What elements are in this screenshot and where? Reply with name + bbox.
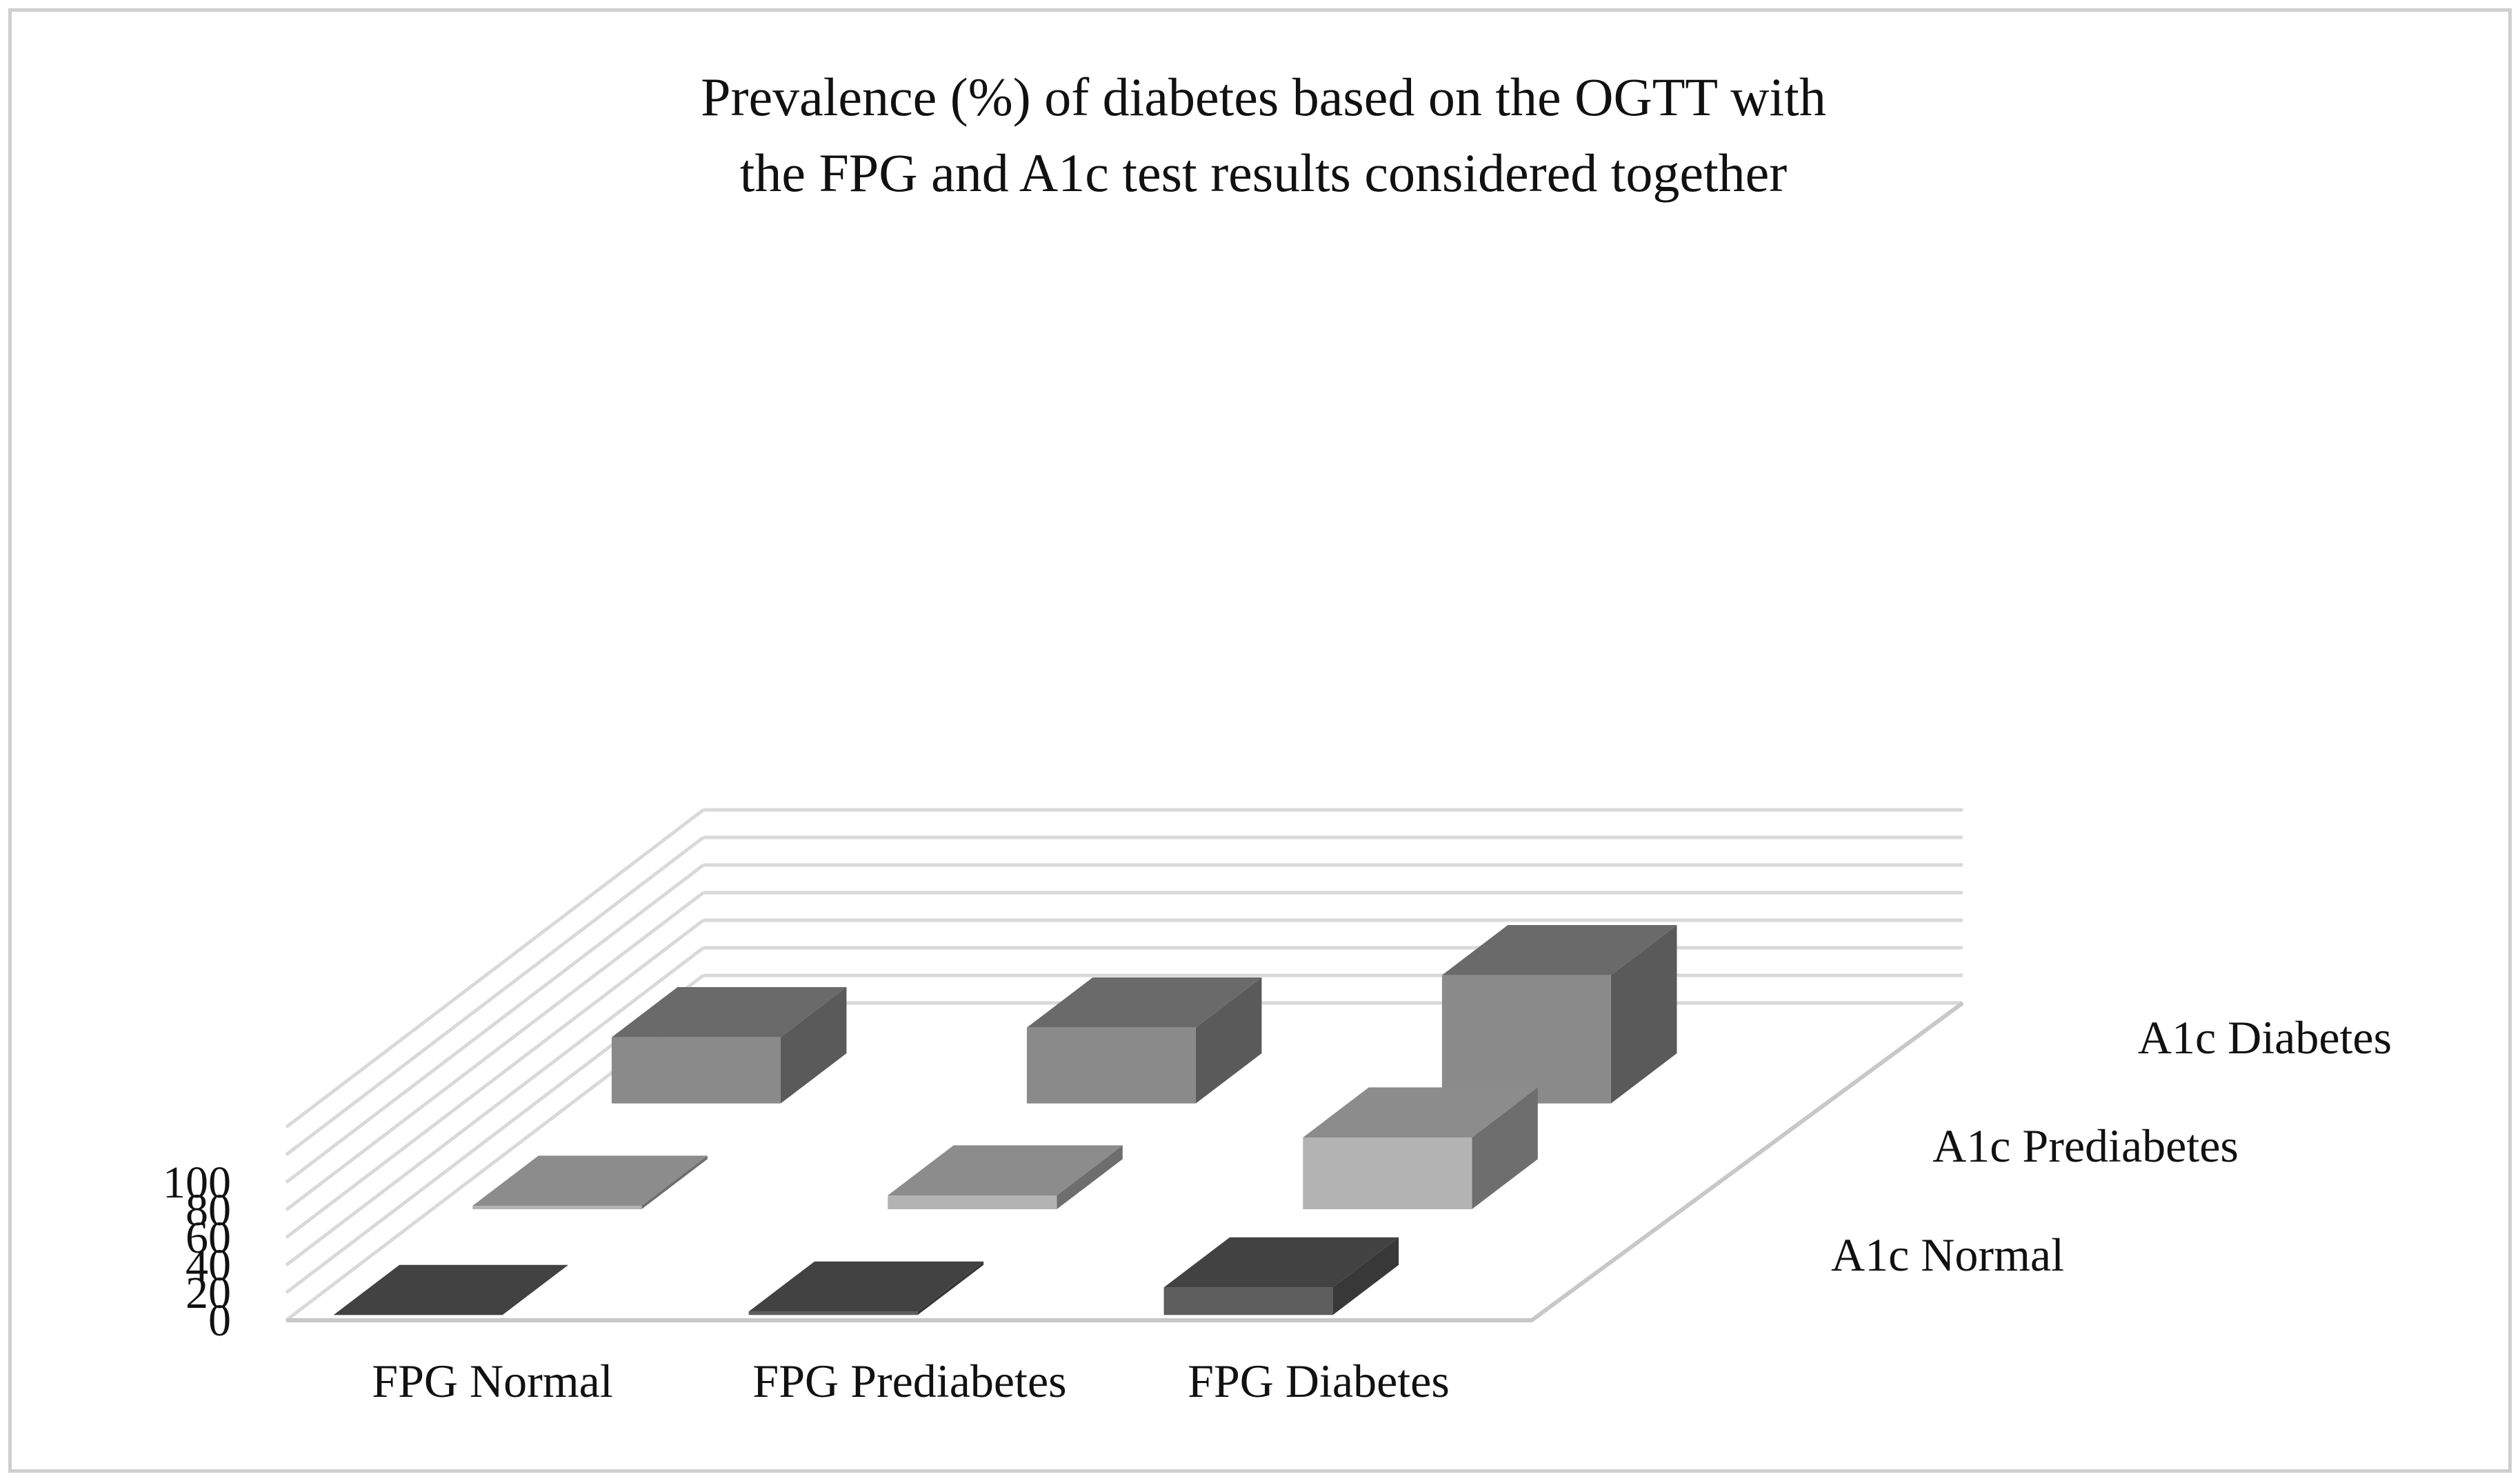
chart-floor [286, 1001, 1964, 1322]
x-category-label-2: FPG Diabetes [1188, 1355, 1450, 1407]
grid-line-left-120 [285, 836, 705, 1156]
bar-top-face [1441, 925, 1677, 975]
bar-a1c-diabetes-fpg-prediabetes [1026, 977, 1262, 1104]
bar-front-face [1163, 1287, 1333, 1315]
bar-a1c-diabetes-fpg-normal [611, 987, 847, 1104]
grid-line-left-100 [285, 864, 705, 1184]
floor-outline [286, 1001, 1964, 1322]
bar-side-face [917, 1261, 984, 1315]
series-label-1: A1c Prediabetes [1932, 1120, 2239, 1172]
bar-a1c-normal-fpg-normal [333, 1264, 569, 1315]
grid-line-left-60 [285, 919, 705, 1239]
grid-line-left-80 [285, 891, 705, 1211]
y-tick-label-40: 40 [186, 1240, 231, 1291]
bar-top-face [1163, 1237, 1399, 1288]
bar-top-face [1303, 1087, 1538, 1137]
bar-side-face [780, 987, 847, 1104]
bar-a1c-normal-fpg-diabetes [1163, 1237, 1399, 1315]
depth-axis-series-labels: A1c Normal A1c Prediabetes A1c Diabetes [1831, 1011, 2392, 1281]
bar-a1c-prediabetes-fpg-prediabetes [888, 1145, 1123, 1209]
x-category-label-1: FPG Prediabetes [752, 1355, 1066, 1407]
bar-a1c-prediabetes-fpg-normal [472, 1155, 708, 1209]
bar-a1c-prediabetes-fpg-diabetes [1303, 1087, 1538, 1209]
y-tick-label-0: 0 [208, 1295, 231, 1346]
chart-title: Prevalence (%) of diabetes based on the … [701, 67, 1826, 203]
bar-front-face [1303, 1137, 1472, 1209]
bar-front-face [888, 1195, 1057, 1209]
bar-side-face [1195, 977, 1262, 1104]
bar-front-face [472, 1206, 642, 1209]
grid-line-left-40 [285, 946, 705, 1266]
bar-side-face [1057, 1145, 1123, 1209]
chart-frame: Prevalence (%) of diabetes based on the … [8, 8, 2512, 1473]
y-tick-label-80: 80 [186, 1185, 231, 1235]
chart-grid [285, 808, 1963, 1322]
bar-front-face [611, 1037, 781, 1104]
bar-front-face [1441, 975, 1611, 1104]
series-label-0: A1c Normal [1831, 1229, 2064, 1281]
bar-top-face [748, 1261, 984, 1312]
bar-side-face [1472, 1087, 1538, 1209]
chart-bars [333, 925, 1677, 1315]
bar-top-face [611, 987, 847, 1037]
y-tick-label-20: 20 [186, 1268, 231, 1318]
bar-a1c-normal-fpg-prediabetes [748, 1261, 984, 1315]
y-tick-label-100: 100 [163, 1157, 231, 1208]
series-label-2: A1c Diabetes [2138, 1011, 2392, 1064]
bar-front-face [1026, 1027, 1196, 1104]
grid-line-left-140 [285, 808, 705, 1129]
bar-top-face [333, 1264, 569, 1315]
bar-side-face [641, 1155, 708, 1209]
x-axis-category-labels: FPG Normal FPG Prediabetes FPG Diabetes [372, 1355, 1450, 1407]
y-tick-label-60: 60 [186, 1213, 231, 1263]
bar-top-face [472, 1155, 708, 1206]
bar-side-face [1610, 925, 1677, 1104]
chart-title-line-2: the FPG and A1c test results considered … [740, 143, 1788, 203]
bar-front-face [748, 1311, 918, 1315]
bar-side-face [1332, 1237, 1399, 1315]
bar-a1c-diabetes-fpg-diabetes [1441, 925, 1677, 1104]
chart-svg: Prevalence (%) of diabetes based on the … [163, 67, 2392, 1407]
x-category-label-0: FPG Normal [372, 1355, 612, 1407]
bar-top-face [888, 1145, 1123, 1195]
chart-title-line-1: Prevalence (%) of diabetes based on the … [701, 67, 1826, 127]
bar-top-face [1026, 977, 1262, 1028]
